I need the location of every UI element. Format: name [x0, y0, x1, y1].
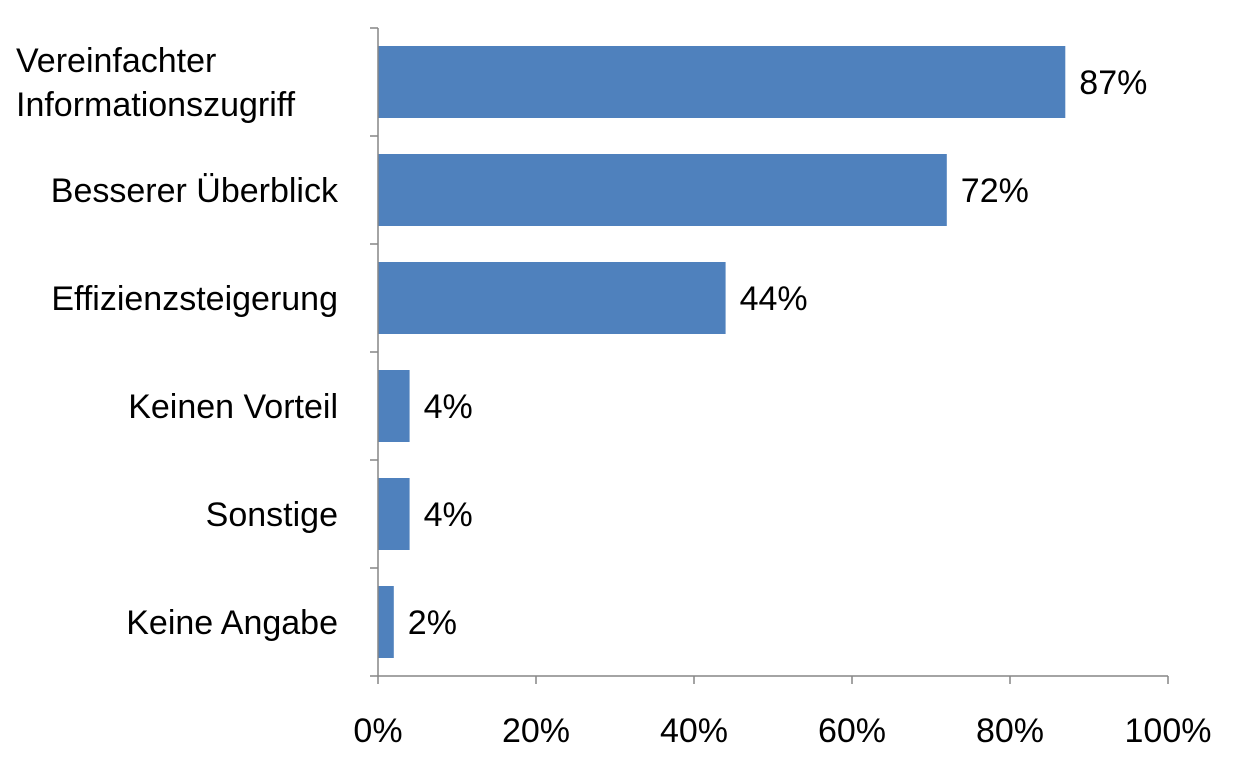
- x-tick-label-40: 40%: [660, 712, 728, 750]
- bar-6: [378, 586, 394, 658]
- category-label-2: Besserer Überblick: [51, 172, 339, 210]
- bar-1: [378, 46, 1066, 118]
- value-label-1: 87%: [1079, 64, 1147, 102]
- category-label-1-line-1: Vereinfachter: [16, 42, 216, 80]
- category-label-4: Keinen Vorteil: [128, 388, 338, 426]
- bar-5: [378, 478, 410, 550]
- value-label-6: 2%: [408, 604, 457, 642]
- category-label-5: Sonstige: [206, 496, 338, 534]
- value-label-2: 72%: [961, 172, 1029, 210]
- bar-3: [378, 262, 726, 334]
- bar-4: [378, 370, 410, 442]
- value-label-3: 44%: [740, 280, 808, 318]
- axes-layer: [370, 27, 1169, 684]
- category-label-3: Effizienzsteigerung: [51, 280, 338, 318]
- value-label-4: 4%: [424, 388, 473, 426]
- x-tick-label-0: 0%: [353, 712, 402, 750]
- bar-2: [378, 154, 947, 226]
- value-label-5: 4%: [424, 496, 473, 534]
- bars-layer: [378, 46, 1066, 658]
- category-label-6: Keine Angabe: [126, 604, 338, 642]
- x-tick-label-80: 80%: [976, 712, 1044, 750]
- x-tick-label-100: 100%: [1125, 712, 1212, 750]
- x-tick-label-20: 20%: [502, 712, 570, 750]
- category-label-1-line-2: Informationszugriff: [16, 86, 296, 124]
- labels-layer: 87% Vereinfachter Informationszugriff 72% Be…: [16, 42, 1211, 750]
- x-tick-label-60: 60%: [818, 712, 886, 750]
